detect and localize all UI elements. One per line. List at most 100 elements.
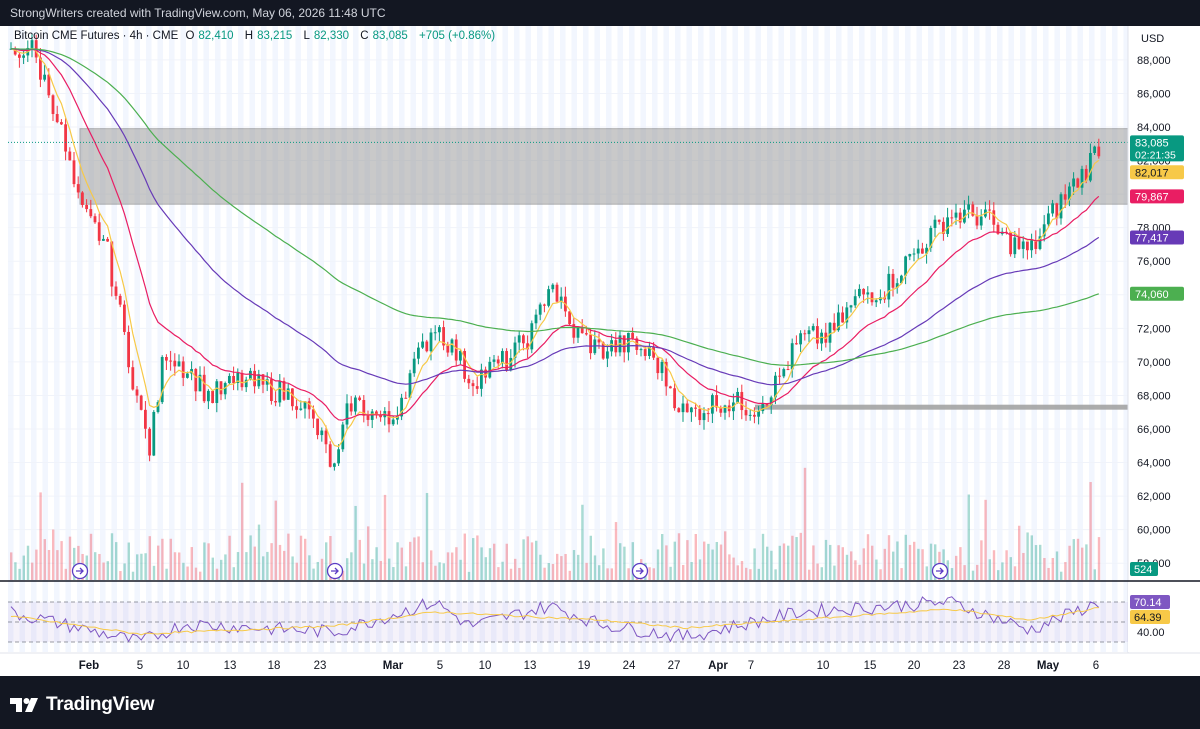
volume-bar (283, 550, 286, 580)
candle-body (354, 397, 357, 412)
volume-bar (1064, 562, 1067, 580)
candle (841, 306, 844, 323)
candle-body (13, 48, 17, 55)
candle-body (194, 369, 198, 392)
volume-bar (997, 570, 1000, 580)
candle (106, 236, 109, 242)
price-badge-bg (1130, 230, 1184, 245)
candle (480, 363, 483, 397)
candle-body (303, 401, 307, 409)
chart-area[interactable]: USD58,00060,00062,00064,00066,00068,0007… (0, 26, 1200, 676)
candle-body (496, 359, 500, 364)
candle-body (139, 395, 143, 410)
price-badge: 77,417 (1130, 230, 1184, 245)
session-stripe (1054, 26, 1060, 652)
candle-body (118, 295, 122, 305)
volume-bar (812, 545, 815, 580)
candle (404, 391, 408, 399)
ma-slow-line (10, 48, 1100, 386)
candle-body (169, 360, 172, 362)
candle (551, 283, 555, 293)
tradingview-logo[interactable]: TradingView (10, 694, 155, 716)
time-tick-label: 15 (864, 660, 877, 672)
candle-body (408, 373, 412, 398)
candle-body (828, 322, 832, 343)
candle-body (954, 212, 958, 218)
candle-body (328, 444, 332, 467)
volume-bar (194, 567, 198, 580)
volume-bar (661, 534, 664, 580)
top-bar: StrongWriters created with TradingView.c… (0, 0, 1200, 26)
candle-body (488, 361, 492, 378)
candle-body (484, 369, 487, 378)
candle-body (543, 304, 546, 306)
volume-bar (908, 544, 912, 580)
volume-bar (123, 563, 126, 580)
rsi-line (10, 596, 1100, 643)
volume-bar (270, 543, 273, 580)
session-stripes (8, 26, 1129, 652)
price-badge-bg (1130, 286, 1184, 301)
candle-body (753, 414, 756, 417)
session-stripe (859, 26, 865, 652)
price-badge-text: 82,017 (1135, 167, 1169, 179)
session-stripe (54, 26, 60, 652)
chart-svg[interactable]: USD58,00060,00062,00064,00066,00068,0007… (0, 26, 1200, 676)
candle-body (337, 449, 340, 464)
candle (211, 390, 214, 404)
candle (475, 376, 479, 394)
candle-body (622, 335, 626, 353)
volume-bar (1089, 482, 1092, 580)
volume-bar (320, 558, 324, 580)
candle-body (442, 327, 445, 346)
volume-bar (833, 565, 836, 580)
volume-bar (736, 565, 739, 580)
candle-body (312, 409, 315, 419)
session-stripe (192, 26, 198, 652)
session-stripe (100, 26, 106, 652)
time-tick-label: 10 (817, 660, 830, 672)
candle-body (1055, 203, 1059, 219)
candle-body (446, 345, 450, 353)
candle-body (895, 283, 899, 288)
volume-bar (1039, 544, 1042, 580)
volume-bar (56, 550, 59, 580)
legend-close: C 83,085 (360, 30, 408, 42)
session-stripe (433, 26, 439, 652)
candle-body (551, 284, 555, 290)
candle-body (568, 311, 571, 325)
candle (858, 284, 861, 299)
candle (425, 339, 429, 353)
candle-body (135, 389, 139, 396)
candle-body (526, 343, 529, 350)
volume-bar (262, 556, 265, 580)
candle (677, 407, 681, 413)
volume-bar (845, 554, 849, 580)
candle-body (47, 74, 51, 96)
candle-body (72, 160, 76, 185)
candle (488, 356, 492, 379)
candle-body (362, 400, 366, 416)
candle (177, 354, 181, 367)
candle-body (417, 347, 420, 359)
volume-bar (753, 548, 756, 580)
session-stripe (744, 26, 750, 652)
candle-body (467, 378, 471, 384)
session-stripe (157, 26, 163, 652)
candle (534, 309, 538, 330)
candle (673, 380, 676, 411)
volume-bar (1055, 551, 1059, 580)
volume-bar (274, 500, 277, 580)
candle (975, 206, 979, 230)
session-stripe (19, 26, 25, 652)
candle (702, 407, 706, 430)
volume-bar (543, 567, 546, 580)
candle-body (433, 332, 437, 334)
volume-bar (526, 536, 529, 580)
volume-bar (1026, 532, 1029, 580)
volume-bar (430, 550, 433, 580)
symbol-legend: Bitcoin CME Futures · 4h · CME O 82,410 H… (14, 30, 499, 42)
candle-body (1080, 168, 1084, 188)
volume-bar (829, 544, 832, 580)
